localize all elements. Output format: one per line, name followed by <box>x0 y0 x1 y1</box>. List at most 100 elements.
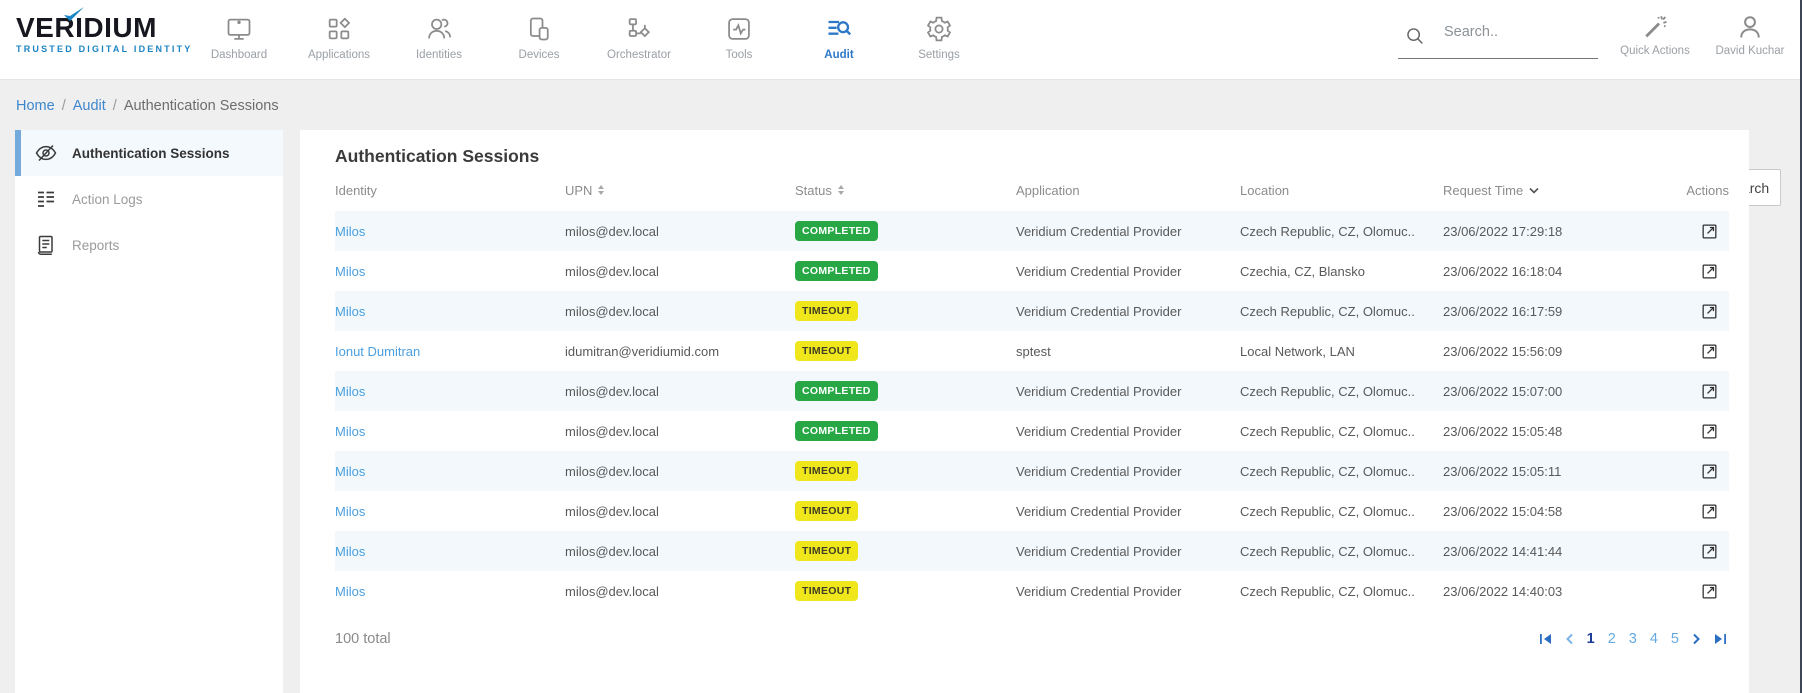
location-cell: Czech Republic, CZ, Olomuc.. <box>1240 303 1415 319</box>
upn-cell: milos@dev.local <box>565 223 659 239</box>
user-menu[interactable]: David Kuchar <box>1700 0 1800 80</box>
prev-page-icon[interactable] <box>1565 633 1574 645</box>
user-name-label: David Kuchar <box>1715 45 1785 57</box>
breadcrumb-home[interactable]: Home <box>16 97 55 114</box>
page-number[interactable]: 2 <box>1607 631 1616 647</box>
page-number[interactable]: 4 <box>1649 631 1658 647</box>
page-number[interactable]: 3 <box>1628 631 1637 647</box>
nav-item-orchestrator[interactable]: Orchestrator <box>589 0 689 80</box>
open-session-icon[interactable] <box>1700 222 1719 241</box>
status-badge: TIMEOUT <box>795 461 859 481</box>
table-row: Milos milos@dev.local TIMEOUT Veridium C… <box>335 531 1729 571</box>
location-cell: Local Network, LAN <box>1240 343 1355 359</box>
application-cell: Veridium Credential Provider <box>1016 463 1182 479</box>
open-session-icon[interactable] <box>1700 542 1719 561</box>
open-session-icon[interactable] <box>1700 422 1719 441</box>
page-number[interactable]: 5 <box>1670 631 1679 647</box>
nav-label: Settings <box>918 49 960 61</box>
application-cell: Veridium Credential Provider <box>1016 543 1182 559</box>
col-identity: Identity <box>335 182 377 198</box>
table-row: Milos milos@dev.local COMPLETED Veridium… <box>335 211 1729 251</box>
veridium-logo[interactable]: VERIDIUM TRUSTED DIGITAL IDENTITY <box>16 7 192 54</box>
nav-item-audit[interactable]: Audit <box>789 0 889 80</box>
top-bar: VERIDIUM TRUSTED DIGITAL IDENTITY Dashbo… <box>0 0 1802 80</box>
table-footer: 100 total 1 2 3 4 5 <box>335 631 1729 647</box>
application-cell: Veridium Credential Provider <box>1016 383 1182 399</box>
nav-item-tools[interactable]: Tools <box>689 0 789 80</box>
nav-label: Applications <box>307 49 370 61</box>
status-badge: COMPLETED <box>795 421 878 441</box>
search-icon <box>1404 25 1426 47</box>
location-cell: Czech Republic, CZ, Olomuc.. <box>1240 583 1415 599</box>
nav-item-devices[interactable]: Devices <box>489 0 589 80</box>
first-page-icon[interactable] <box>1539 633 1552 645</box>
col-actions: Actions <box>1686 182 1729 198</box>
total-count-label: 100 total <box>335 631 391 647</box>
identity-link[interactable]: Milos <box>335 543 366 559</box>
col-request-time[interactable]: Request Time <box>1443 183 1650 198</box>
upn-cell: milos@dev.local <box>565 423 659 439</box>
col-upn[interactable]: UPN <box>565 183 795 198</box>
identity-link[interactable]: Milos <box>335 223 366 239</box>
devices-icon <box>525 13 553 45</box>
application-cell: Veridium Credential Provider <box>1016 503 1182 519</box>
open-session-icon[interactable] <box>1700 502 1719 521</box>
last-page-icon[interactable] <box>1714 633 1727 645</box>
open-session-icon[interactable] <box>1700 582 1719 601</box>
quick-actions-button[interactable]: Quick Actions <box>1605 0 1705 80</box>
quick-actions-label: Quick Actions <box>1620 45 1690 57</box>
pagination: 1 2 3 4 5 <box>1539 631 1727 647</box>
sort-icon[interactable] <box>598 185 605 195</box>
identity-link[interactable]: Milos <box>335 263 366 279</box>
sort-icon[interactable] <box>837 185 844 195</box>
identity-link[interactable]: Ionut Dumitran <box>335 343 421 359</box>
identity-link[interactable]: Milos <box>335 423 366 439</box>
nav-item-identities[interactable]: Identities <box>389 0 489 80</box>
table-header: Identity UPN Status Application Location… <box>335 169 1729 211</box>
page-number[interactable]: 1 <box>1586 631 1595 647</box>
request-time-cell: 23/06/2022 15:56:09 <box>1443 343 1563 359</box>
table-row: Milos milos@dev.local TIMEOUT Veridium C… <box>335 451 1729 491</box>
nav-item-settings[interactable]: Settings <box>889 0 989 80</box>
open-session-icon[interactable] <box>1700 462 1719 481</box>
global-search-input[interactable] <box>1444 24 1594 40</box>
window-right-edge <box>1800 0 1802 693</box>
monitor-icon <box>225 13 253 45</box>
open-session-icon[interactable] <box>1700 382 1719 401</box>
identity-link[interactable]: Milos <box>335 583 366 599</box>
logo-check-icon <box>63 7 85 22</box>
col-status[interactable]: Status <box>795 183 1016 198</box>
sidebar-item-authentication-sessions[interactable]: Authentication Sessions <box>15 130 283 176</box>
sidebar-item-reports[interactable]: Reports <box>15 222 283 268</box>
sidebar-item-action-logs[interactable]: Action Logs <box>15 176 283 222</box>
upn-cell: milos@dev.local <box>565 543 659 559</box>
location-cell: Czech Republic, CZ, Olomuc.. <box>1240 503 1415 519</box>
table-row: Milos milos@dev.local COMPLETED Veridium… <box>335 251 1729 291</box>
application-cell: Veridium Credential Provider <box>1016 423 1182 439</box>
upn-cell: milos@dev.local <box>565 503 659 519</box>
identity-link[interactable]: Milos <box>335 503 366 519</box>
open-session-icon[interactable] <box>1700 342 1719 361</box>
status-badge: TIMEOUT <box>795 341 859 361</box>
request-time-cell: 23/06/2022 15:04:58 <box>1443 503 1563 519</box>
breadcrumb-separator: / <box>61 97 66 114</box>
sort-desc-icon[interactable] <box>1529 187 1539 194</box>
open-session-icon[interactable] <box>1700 262 1719 281</box>
nav-item-dashboard[interactable]: Dashboard <box>189 0 289 80</box>
nav-item-applications[interactable]: Applications <box>289 0 389 80</box>
breadcrumb-audit[interactable]: Audit <box>72 97 106 114</box>
upn-cell: milos@dev.local <box>565 303 659 319</box>
location-cell: Czech Republic, CZ, Olomuc.. <box>1240 423 1415 439</box>
sessions-table: Milos milos@dev.local COMPLETED Veridium… <box>335 211 1729 611</box>
nav-label: Orchestrator <box>607 49 671 61</box>
request-time-cell: 23/06/2022 14:41:44 <box>1443 543 1563 559</box>
request-time-cell: 23/06/2022 15:05:11 <box>1443 463 1562 479</box>
identity-link[interactable]: Milos <box>335 303 366 319</box>
identity-link[interactable]: Milos <box>335 463 366 479</box>
open-session-icon[interactable] <box>1700 302 1719 321</box>
request-time-cell: 23/06/2022 15:07:00 <box>1443 383 1563 399</box>
identity-link[interactable]: Milos <box>335 383 366 399</box>
status-badge: TIMEOUT <box>795 541 859 561</box>
next-page-icon[interactable] <box>1692 633 1701 645</box>
application-cell: Veridium Credential Provider <box>1016 303 1182 319</box>
